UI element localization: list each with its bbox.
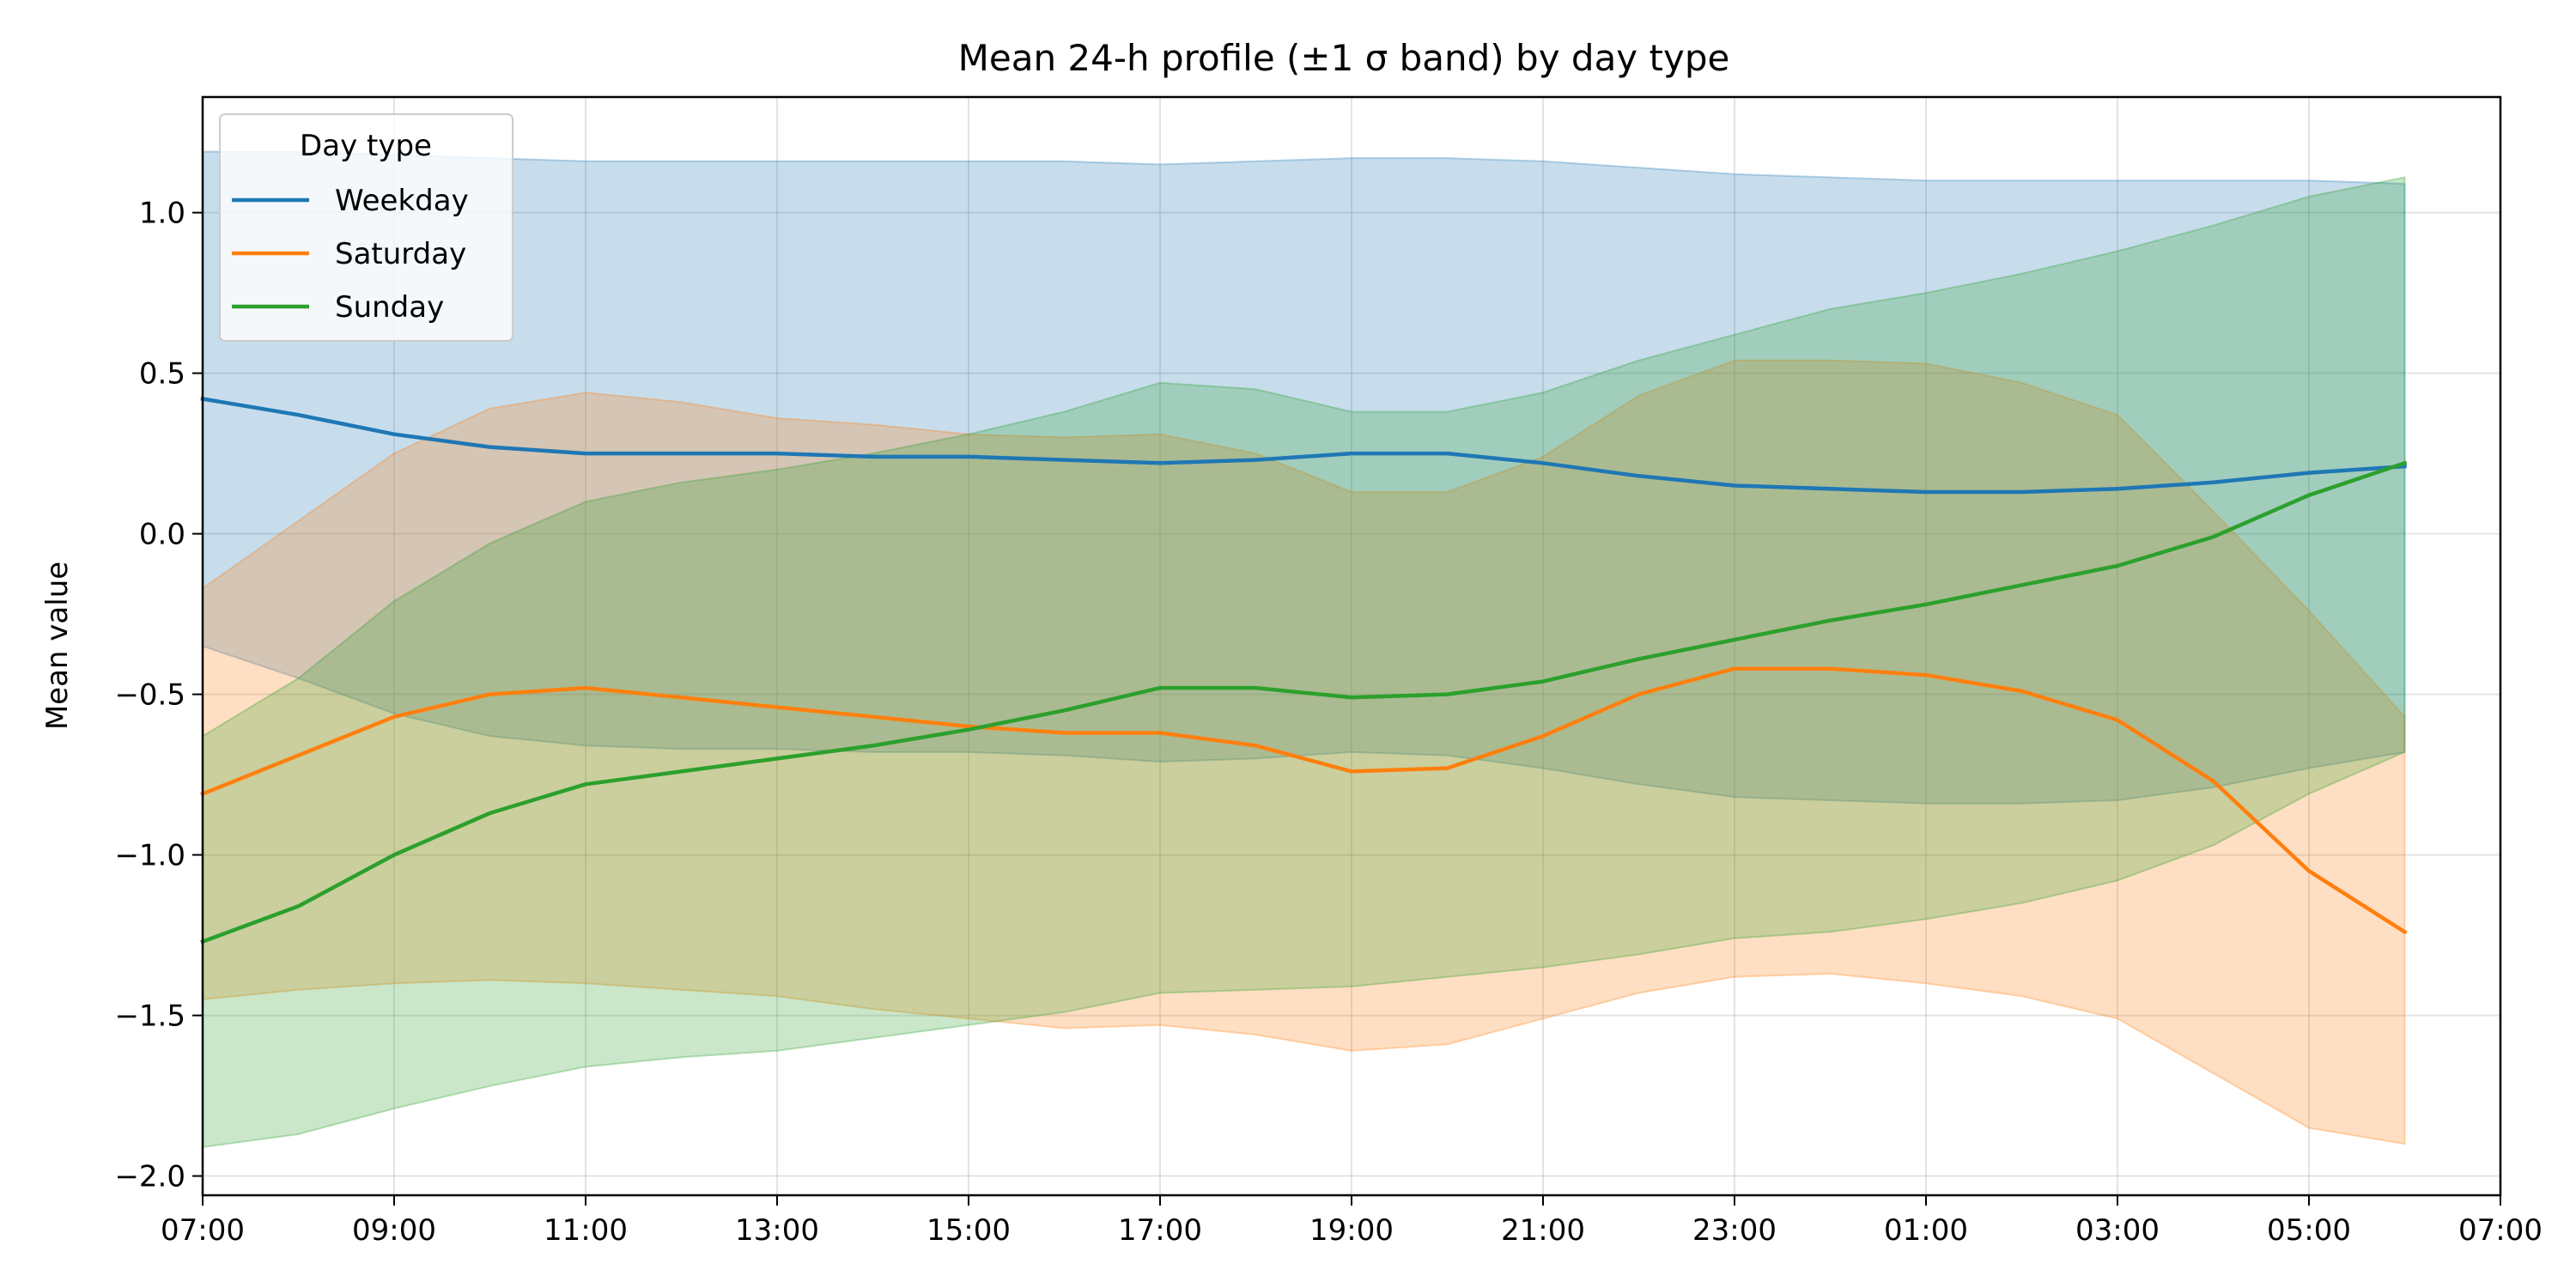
grid bbox=[202, 97, 2501, 1195]
line-saturday bbox=[200, 666, 2408, 935]
y-tick-label: −1.5 bbox=[114, 999, 185, 1034]
y-tick-label: −2.0 bbox=[114, 1160, 185, 1194]
x-tick-label: 19:00 bbox=[1309, 1213, 1394, 1248]
y-axis: 1.0 0.5 0.0 −0.5 −1.0 −1.5 −2.0 bbox=[114, 197, 203, 1194]
x-axis: 07:00 09:00 11:00 13:00 15:00 17:00 19:00 21:00… bbox=[161, 1195, 2543, 1248]
x-tick-label: 11:00 bbox=[544, 1213, 628, 1248]
y-tick-label: 1.0 bbox=[139, 197, 185, 231]
confidence-bands bbox=[202, 150, 2406, 1149]
band-weekday bbox=[202, 150, 2406, 805]
y-tick-label: −1.0 bbox=[114, 839, 185, 873]
legend-items: Weekday Saturday Sunday bbox=[232, 184, 469, 325]
x-tick-label: 01:00 bbox=[1884, 1213, 1968, 1248]
line-sunday bbox=[200, 460, 2408, 945]
y-tick-label: −0.5 bbox=[114, 678, 185, 713]
x-tick-label: 07:00 bbox=[161, 1213, 245, 1248]
y-axis-label: Mean value bbox=[40, 562, 75, 730]
y-tick-label: 0.0 bbox=[139, 518, 185, 552]
legend: Day type Weekday Saturday Sunday bbox=[219, 113, 513, 342]
band-saturday bbox=[202, 359, 2406, 1145]
legend-title: Day type bbox=[300, 129, 432, 163]
band-sunday bbox=[202, 176, 2406, 1149]
x-tick-label: 07:00 bbox=[2458, 1213, 2543, 1248]
line-weekday bbox=[200, 396, 2407, 495]
legend-label-sunday: Sunday bbox=[335, 290, 444, 325]
chart-title: Mean 24-h profile (±1 σ band) by day typ… bbox=[958, 37, 1730, 79]
x-tick-label: 15:00 bbox=[927, 1213, 1011, 1248]
x-tick-label: 09:00 bbox=[352, 1213, 436, 1248]
x-tick-label: 21:00 bbox=[1501, 1213, 1585, 1248]
y-tick-label: 0.5 bbox=[139, 357, 185, 392]
legend-label-weekday: Weekday bbox=[335, 184, 469, 218]
x-tick-label: 17:00 bbox=[1118, 1213, 1202, 1248]
x-tick-label: 23:00 bbox=[1692, 1213, 1777, 1248]
legend-box bbox=[219, 113, 513, 342]
x-tick-label: 13:00 bbox=[735, 1213, 819, 1248]
series-lines bbox=[200, 396, 2408, 945]
x-tick-label: 05:00 bbox=[2267, 1213, 2351, 1248]
x-tick-label: 03:00 bbox=[2075, 1213, 2160, 1248]
legend-label-saturday: Saturday bbox=[335, 237, 466, 271]
